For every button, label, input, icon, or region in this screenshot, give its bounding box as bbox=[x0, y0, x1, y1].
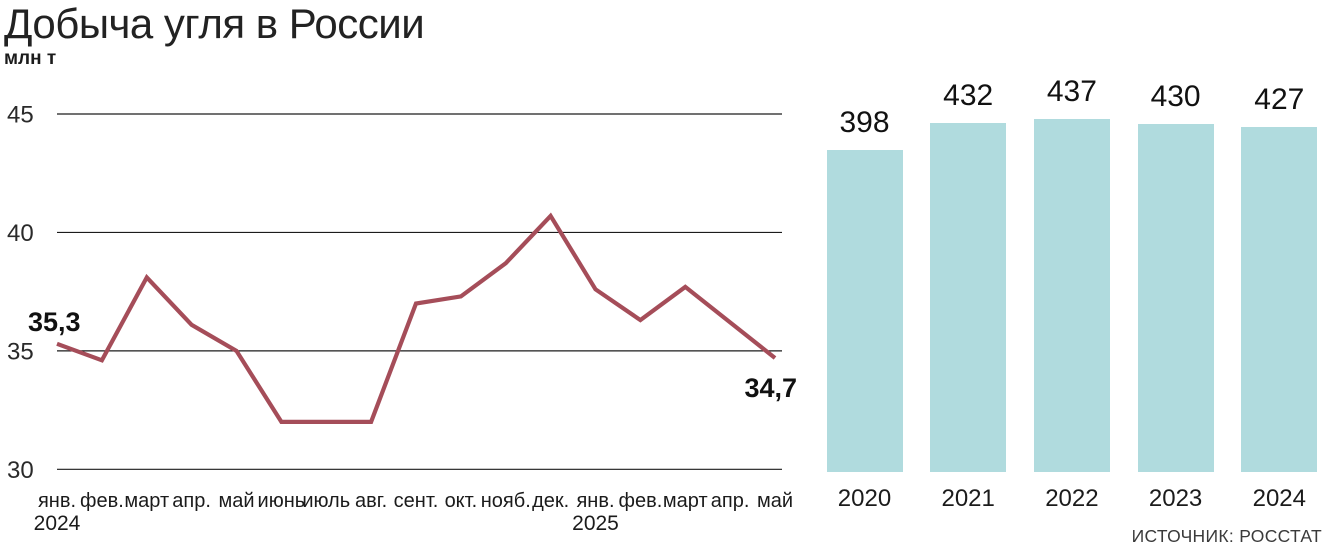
month-tick-label: фев. bbox=[80, 490, 124, 512]
month-tick-label: апр. bbox=[711, 490, 750, 512]
month-tick-label: янв. bbox=[38, 490, 76, 512]
bar-value-label: 427 bbox=[1254, 82, 1305, 116]
month-tick-label: фев. bbox=[618, 490, 662, 512]
bar-year-label: 2020 bbox=[837, 485, 892, 512]
bar bbox=[826, 150, 903, 473]
month-tick-label: нояб. bbox=[481, 490, 531, 512]
month-tick-label: март bbox=[663, 490, 708, 512]
data-line-series bbox=[56, 212, 777, 424]
bar-year-label: 2024 bbox=[1252, 485, 1306, 512]
month-tick-label: март bbox=[124, 490, 169, 512]
year-tick-label: 2024 bbox=[34, 512, 81, 535]
month-tick-label: май bbox=[757, 490, 793, 512]
bar-value-label: 437 bbox=[1046, 74, 1097, 108]
y-tick-label: 30 bbox=[7, 457, 34, 484]
bar bbox=[1137, 124, 1214, 473]
source-label: ИСТОЧНИК: РОССТАТ bbox=[1131, 526, 1322, 546]
y-tick-label: 45 bbox=[7, 102, 34, 129]
bar-year-label: 2023 bbox=[1148, 485, 1203, 512]
month-tick-label: авг. bbox=[355, 490, 387, 512]
units-label: млн т bbox=[4, 48, 57, 69]
month-tick-label: окт. bbox=[445, 490, 478, 512]
point-value-label: 35,3 bbox=[28, 307, 81, 337]
month-tick-label: май bbox=[218, 490, 254, 512]
y-tick-label: 35 bbox=[7, 338, 34, 365]
month-tick-label: янв. bbox=[576, 490, 614, 512]
bar-year-label: 2022 bbox=[1045, 485, 1099, 512]
page-title: Добыча угля в России bbox=[4, 0, 425, 47]
month-tick-label: сент. bbox=[394, 490, 439, 512]
bar bbox=[1241, 126, 1318, 473]
bar-year-label: 2021 bbox=[941, 485, 995, 512]
month-tick-label: апр. bbox=[172, 490, 211, 512]
y-tick-label: 40 bbox=[7, 220, 34, 247]
month-tick-label: июль bbox=[302, 490, 350, 512]
bar-value-label: 398 bbox=[839, 106, 890, 140]
month-tick-label: июнь bbox=[258, 490, 306, 512]
bar bbox=[1033, 118, 1110, 473]
month-tick-label: дек. bbox=[532, 490, 569, 512]
bar-value-label: 432 bbox=[943, 78, 994, 112]
point-value-label: 34,7 bbox=[744, 373, 797, 403]
year-tick-label: 2025 bbox=[572, 512, 619, 535]
bar-value-label: 430 bbox=[1150, 80, 1201, 114]
bar bbox=[930, 122, 1007, 473]
